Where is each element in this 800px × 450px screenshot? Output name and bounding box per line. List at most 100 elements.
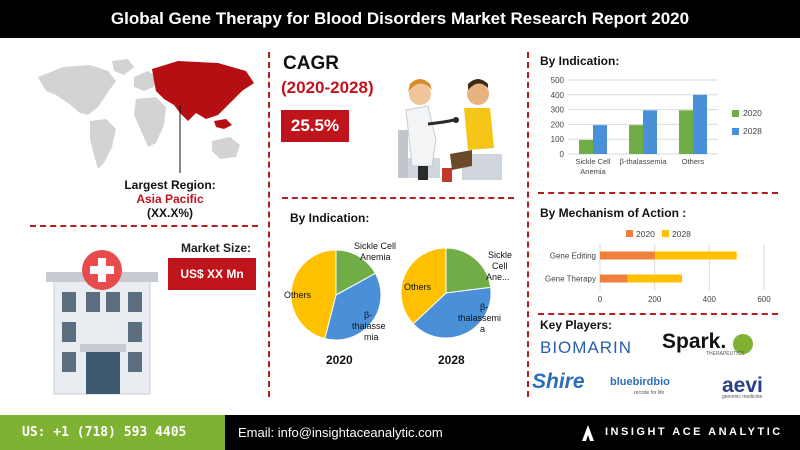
key-players-title: Key Players: <box>540 318 613 332</box>
bar1-ytick-0: 0 <box>560 150 565 159</box>
spark-logo-icon <box>732 333 753 354</box>
report-title: Global Gene Therapy for Blood Disorders … <box>0 0 800 38</box>
mechanism-bar-chart: 0 200 400 600 Gene Editing Gene Therapy 2020 20… <box>545 229 771 304</box>
largest-region-value: (XX.X%) <box>146 206 193 220</box>
bar1-ytick-4: 400 <box>551 91 565 100</box>
bar1-xlabel-1-0: β-thalassemia <box>620 157 668 166</box>
pie-slice-2028-0 <box>445 247 492 294</box>
doctor-patient-icon <box>398 79 502 182</box>
pie-2028-caption: 2028 <box>438 353 465 367</box>
divider-right <box>527 52 529 397</box>
aevi-logo-sub: genomic medicine <box>722 394 763 400</box>
bar2-bar-2020-0 <box>600 251 655 260</box>
map-africa <box>134 97 166 147</box>
pie-2028-label-others: Others <box>404 282 432 292</box>
spark-logo: Spark. THERAPEUTICS <box>662 330 753 357</box>
bar1-xlabel-0-1: Anemia <box>580 167 606 176</box>
bluebird-logo: bluebirdbio recode for life <box>610 372 670 396</box>
pie-slice-2020-0 <box>335 249 377 296</box>
hospital-icon <box>46 250 158 395</box>
largest-region-name: Asia Pacific <box>136 192 204 206</box>
map-europe <box>134 71 156 91</box>
bar2-bar-2020-1 <box>600 274 628 283</box>
bluebird-logo-text: bluebirdbio <box>610 376 670 388</box>
cagr-title: CAGR <box>283 53 339 74</box>
spark-logo-text: Spark. <box>662 330 727 353</box>
bar1-bar-2020-2 <box>679 110 693 154</box>
pie-2020 <box>290 249 382 341</box>
world-map <box>38 59 254 173</box>
bar1-bar-2028-0 <box>593 125 607 154</box>
aevi-logo: aevi genomic medicine <box>722 374 763 400</box>
pie-2028-label-beta: β-thalassemi a <box>458 302 501 334</box>
bar1-bar-2020-0 <box>579 139 593 154</box>
bar2-bar-2028-0 <box>600 251 737 260</box>
bar1-bar-2020-1 <box>629 125 643 154</box>
pie-slice-2028-2 <box>400 247 447 325</box>
bar2-ylabel-1: Gene Therapy <box>545 275 596 284</box>
bar1-legend-2020: 2020 <box>743 108 762 118</box>
bar2-legend-2028: 2028 <box>672 229 691 239</box>
shire-logo: Shire <box>532 370 585 393</box>
market-size-value: US$ XX Mn <box>168 258 256 290</box>
pie-2020-caption: 2020 <box>326 353 353 367</box>
cagr-value: 25.5% <box>281 110 349 142</box>
footer: US: +1 (718) 593 4405 Email: info@insigh… <box>0 415 800 450</box>
bar2-ylabel-0: Gene Editing <box>550 252 596 261</box>
bar2-xtick-3: 600 <box>757 295 771 304</box>
bar1-bar-2028-2 <box>693 94 707 154</box>
pie-2028 <box>400 247 492 339</box>
footer-email[interactable]: Email: info@insightaceanalytic.com <box>238 425 443 440</box>
pie-slice-2020-1 <box>324 272 382 341</box>
bar-indication-title: By Indication: <box>540 54 620 68</box>
bar1-ytick-2: 200 <box>551 120 565 129</box>
bar1-legend-swatch-2020 <box>732 110 739 117</box>
divider-right-row2 <box>538 313 778 315</box>
bar2-legend-2020: 2020 <box>636 229 655 239</box>
bluebird-logo-sub: recode for life <box>634 390 665 396</box>
map-north-america <box>38 65 116 115</box>
map-asia-pacific <box>152 61 254 121</box>
bar2-xtick-1: 200 <box>648 295 662 304</box>
largest-region: Largest Region: Asia Pacific (XX.X%) <box>110 178 230 220</box>
bar1-xlabel-0-0: Sickle Cell <box>575 157 610 166</box>
pie-slice-2020-2 <box>290 249 337 340</box>
bar2-legend-swatch-2020 <box>626 230 633 237</box>
pie-2020-label-others: Others <box>284 290 312 300</box>
bar2-xtick-2: 400 <box>703 295 717 304</box>
insight-ace-logo-icon <box>582 425 594 441</box>
bar2-legend-swatch-2028 <box>662 230 669 237</box>
bar1-legend-2028: 2028 <box>743 126 762 136</box>
bar1-ytick-3: 300 <box>551 106 565 115</box>
aevi-logo-text: aevi <box>722 374 763 397</box>
pie-2020-label-sickle: Sickle Cell Anemia <box>354 241 396 262</box>
divider-left <box>268 52 270 397</box>
bar1-legend-swatch-2028 <box>732 128 739 135</box>
map-australia <box>212 137 240 159</box>
divider-right-row1 <box>538 192 778 194</box>
biomarin-logo: BIOMARIN <box>540 338 633 357</box>
spark-logo-sub: THERAPEUTICS <box>706 351 745 357</box>
market-size-label: Market Size: <box>180 241 252 255</box>
footer-phone[interactable]: US: +1 (718) 593 4405 <box>0 415 225 450</box>
indication-pies: Sickle Cell Anemia β-thalasse mia Others S… <box>284 241 512 367</box>
largest-region-label: Largest Region: <box>124 178 216 192</box>
bar1-ytick-1: 100 <box>551 135 565 144</box>
bar2-bar-2028-1 <box>600 274 682 283</box>
divider-left-row <box>30 225 258 227</box>
bar2-xtick-0: 0 <box>598 295 603 304</box>
bar1-ytick-5: 500 <box>551 76 565 85</box>
bar1-xlabel-2-0: Others <box>682 157 705 166</box>
bar1-bar-2028-1 <box>643 110 657 154</box>
map-asia-islands <box>214 119 232 129</box>
divider-middle-row <box>282 197 514 199</box>
bar-mechanism-title: By Mechanism of Action : <box>540 206 687 220</box>
map-south-america <box>90 119 116 169</box>
map-greenland <box>112 59 134 75</box>
pie-slice-2028-1 <box>412 286 492 339</box>
pie-2028-label-sickle: Sickle Cell Ane... <box>486 250 512 282</box>
footer-brand: INSIGHT ACE ANALYTIC <box>605 426 783 438</box>
pies-title: By Indication: <box>290 211 370 225</box>
pie-2020-label-beta: β-thalasse mia <box>352 310 386 342</box>
